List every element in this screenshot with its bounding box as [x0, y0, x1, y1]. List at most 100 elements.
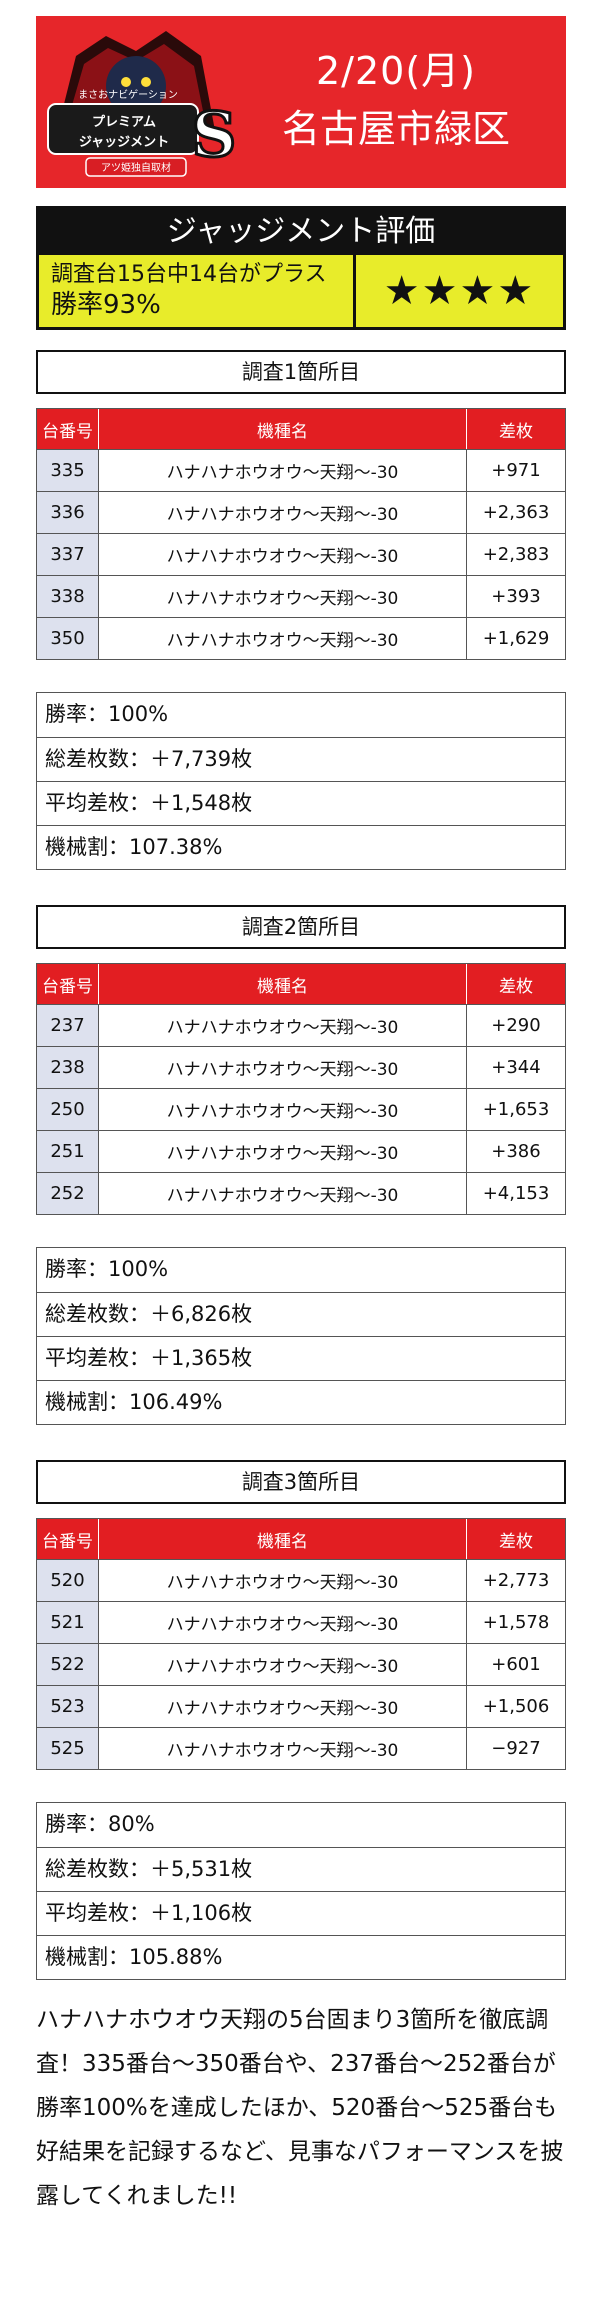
- machine-number: 350: [37, 618, 99, 659]
- machine-number: 238: [37, 1047, 99, 1088]
- logo-top-text: まさおナビゲーション: [78, 89, 178, 101]
- premium-judgment-logo: まさおナビゲーション プレミアム ジャッジメント S アツ姫独自取材: [36, 16, 236, 188]
- table-row: 520 ハナハナホウオウ〜天翔〜-30 +2,773: [37, 1559, 565, 1601]
- header-machine-number: 台番号: [37, 1519, 99, 1559]
- machine-name: ハナハナホウオウ〜天翔〜-30: [99, 492, 467, 533]
- judgment-evaluation: ジャッジメント評価 調査台15台中14台がプラス 勝率93% ★★★★: [36, 206, 566, 330]
- table-header: 台番号 機種名 差枚: [37, 964, 565, 1004]
- machine-number: 521: [37, 1602, 99, 1643]
- logo-badge: S: [192, 98, 236, 171]
- machine-name: ハナハナホウオウ〜天翔〜-30: [99, 1047, 467, 1088]
- machine-name: ハナハナホウオウ〜天翔〜-30: [99, 1005, 467, 1046]
- machine-rate: 機械割：106.49%: [37, 1380, 565, 1424]
- machine-table: 台番号 機種名 差枚 520 ハナハナホウオウ〜天翔〜-30 +2,773 52…: [36, 1518, 566, 1770]
- header-difference: 差枚: [499, 421, 533, 442]
- table-row: 238 ハナハナホウオウ〜天翔〜-30 +344: [37, 1046, 565, 1088]
- difference: +344: [491, 1057, 541, 1078]
- total-difference: 総差枚数：＋6,826枚: [37, 1292, 565, 1336]
- machine-name: ハナハナホウオウ〜天翔〜-30: [99, 1089, 467, 1130]
- evaluation-stars: ★★★★: [356, 255, 563, 327]
- svg-text:プレミアム: プレミアム: [92, 115, 156, 130]
- header-machine-name: 機種名: [99, 409, 467, 449]
- section-title: 調査1箇所目: [36, 350, 566, 394]
- machine-name: ハナハナホウオウ〜天翔〜-30: [99, 450, 467, 491]
- evaluation-detail-line2: 勝率93%: [51, 290, 161, 320]
- win-rate: 勝率：100%: [45, 1257, 169, 1281]
- summary-text: ハナハナホウオウ天翔の5台固まり3箇所を徹底調査！335番台〜350番台や、23…: [36, 2007, 564, 2209]
- machine-name: ハナハナホウオウ〜天翔〜-30: [99, 1686, 467, 1727]
- machine-number: 522: [37, 1644, 99, 1685]
- table-row: 522 ハナハナホウオウ〜天翔〜-30 +601: [37, 1643, 565, 1685]
- difference: +1,629: [482, 628, 550, 649]
- machine-number: 251: [37, 1131, 99, 1172]
- table-row: 251 ハナハナホウオウ〜天翔〜-30 +386: [37, 1130, 565, 1172]
- table-row: 252 ハナハナホウオウ〜天翔〜-30 +4,153: [37, 1172, 565, 1214]
- header-banner: まさおナビゲーション プレミアム ジャッジメント S アツ姫独自取材 2/20(…: [36, 16, 566, 188]
- total-difference: 総差枚数：＋5,531枚: [37, 1847, 565, 1891]
- difference: +1,578: [482, 1612, 550, 1633]
- machine-name: ハナハナホウオウ〜天翔〜-30: [99, 534, 467, 575]
- difference: +1,506: [482, 1696, 550, 1717]
- win-rate: 勝率：100%: [45, 702, 169, 726]
- machine-rate: 機械割：107.38%: [37, 825, 565, 869]
- difference: +2,383: [482, 544, 550, 565]
- difference: +2,773: [482, 1570, 550, 1591]
- header-machine-number: 台番号: [37, 964, 99, 1004]
- section-stats: 勝率：100% 総差枚数：＋7,739枚 平均差枚：＋1,548枚 機械割：10…: [36, 692, 566, 870]
- header-machine-name: 機種名: [99, 1519, 467, 1559]
- evaluation-row: 調査台15台中14台がプラス 勝率93% ★★★★: [39, 255, 563, 327]
- header-machine-name: 機種名: [99, 964, 467, 1004]
- difference: −927: [491, 1738, 541, 1759]
- machine-number: 337: [37, 534, 99, 575]
- machine-rate: 機械割：105.88%: [37, 1935, 565, 1979]
- survey-section-3: 調査3箇所目 台番号 機種名 差枚 520 ハナハナホウオウ〜天翔〜-30 +2…: [36, 1460, 566, 1980]
- difference: +2,363: [482, 502, 550, 523]
- table-row: 337 ハナハナホウオウ〜天翔〜-30 +2,383: [37, 533, 565, 575]
- difference: +393: [491, 586, 541, 607]
- average-difference: 平均差枚：＋1,365枚: [37, 1336, 565, 1380]
- table-row: 525 ハナハナホウオウ〜天翔〜-30 −927: [37, 1727, 565, 1769]
- average-difference: 平均差枚：＋1,106枚: [37, 1891, 565, 1935]
- machine-name: ハナハナホウオウ〜天翔〜-30: [99, 618, 467, 659]
- difference: +1,653: [482, 1099, 550, 1120]
- total-difference: 総差枚数：＋7,739枚: [37, 737, 565, 781]
- table-row: 335 ハナハナホウオウ〜天翔〜-30 +971: [37, 449, 565, 491]
- machine-number: 520: [37, 1560, 99, 1601]
- survey-section-1: 調査1箇所目 台番号 機種名 差枚 335 ハナハナホウオウ〜天翔〜-30 +9…: [36, 350, 566, 870]
- table-row: 338 ハナハナホウオウ〜天翔〜-30 +393: [37, 575, 565, 617]
- table-row: 521 ハナハナホウオウ〜天翔〜-30 +1,578: [37, 1601, 565, 1643]
- table-header: 台番号 機種名 差枚: [37, 409, 565, 449]
- win-rate: 勝率：80%: [45, 1812, 155, 1836]
- table-row: 350 ハナハナホウオウ〜天翔〜-30 +1,629: [37, 617, 565, 659]
- header-date: 2/20(月): [316, 48, 476, 93]
- difference: +290: [491, 1015, 541, 1036]
- evaluation-title: ジャッジメント評価: [166, 214, 436, 249]
- machine-name: ハナハナホウオウ〜天翔〜-30: [99, 1173, 467, 1214]
- difference: +386: [491, 1141, 541, 1162]
- machine-name: ハナハナホウオウ〜天翔〜-30: [99, 1728, 467, 1769]
- table-row: 237 ハナハナホウオウ〜天翔〜-30 +290: [37, 1004, 565, 1046]
- machine-name: ハナハナホウオウ〜天翔〜-30: [99, 576, 467, 617]
- machine-number: 250: [37, 1089, 99, 1130]
- machine-number: 237: [37, 1005, 99, 1046]
- machine-name: ハナハナホウオウ〜天翔〜-30: [99, 1131, 467, 1172]
- difference: +4,153: [482, 1183, 550, 1204]
- logo-sub-text: アツ姫独自取材: [101, 161, 171, 174]
- difference: +601: [491, 1654, 541, 1675]
- machine-table: 台番号 機種名 差枚 335 ハナハナホウオウ〜天翔〜-30 +971 336 …: [36, 408, 566, 660]
- machine-number: 336: [37, 492, 99, 533]
- machine-number: 252: [37, 1173, 99, 1214]
- header-difference: 差枚: [499, 1531, 533, 1552]
- machine-table: 台番号 機種名 差枚 237 ハナハナホウオウ〜天翔〜-30 +290 238 …: [36, 963, 566, 1215]
- machine-name: ハナハナホウオウ〜天翔〜-30: [99, 1560, 467, 1601]
- header-info: 2/20(月) 名古屋市緑区: [236, 16, 566, 188]
- machine-number: 338: [37, 576, 99, 617]
- machine-number: 335: [37, 450, 99, 491]
- difference: +971: [491, 460, 541, 481]
- table-row: 250 ハナハナホウオウ〜天翔〜-30 +1,653: [37, 1088, 565, 1130]
- logo-emblem-icon: まさおナビゲーション プレミアム ジャッジメント S アツ姫独自取材: [47, 31, 236, 177]
- section-title: 調査3箇所目: [36, 1460, 566, 1504]
- header-difference: 差枚: [499, 976, 533, 997]
- machine-number: 523: [37, 1686, 99, 1727]
- section-title: 調査2箇所目: [36, 905, 566, 949]
